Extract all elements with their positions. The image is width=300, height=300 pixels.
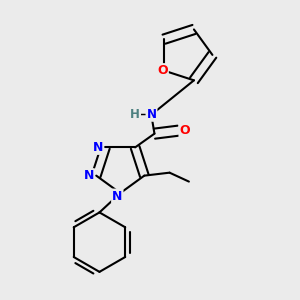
Text: N: N: [112, 190, 122, 202]
Text: N: N: [93, 141, 103, 154]
Text: H: H: [130, 108, 140, 121]
Text: N: N: [146, 108, 157, 121]
Text: N: N: [84, 169, 94, 182]
Text: O: O: [179, 124, 190, 137]
Text: O: O: [157, 64, 168, 77]
